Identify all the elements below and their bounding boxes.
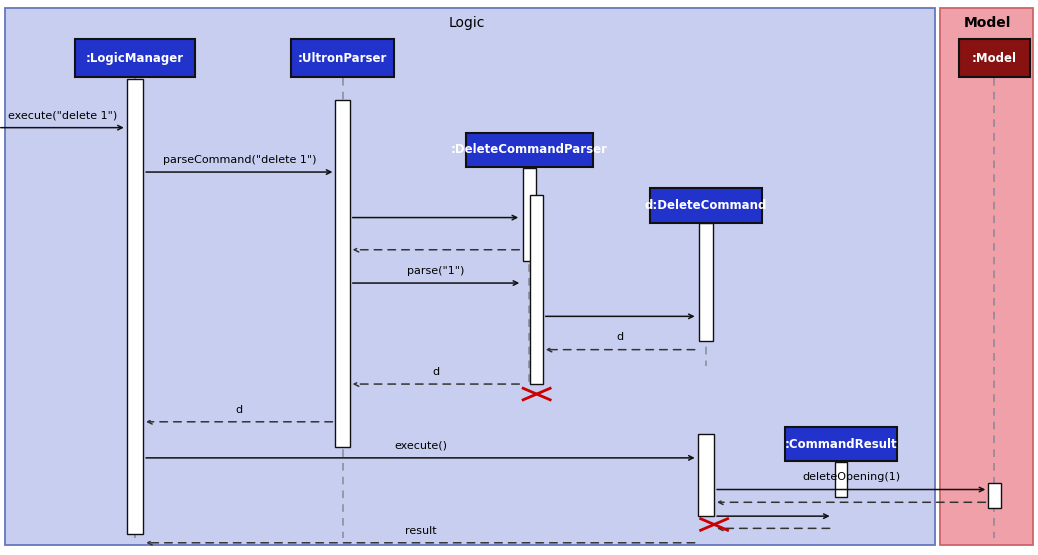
Bar <box>76 39 195 77</box>
Text: Model: Model <box>963 16 1011 29</box>
Text: :CommandResult: :CommandResult <box>785 437 897 451</box>
Text: :DeleteCommandParser: :DeleteCommandParser <box>450 143 608 157</box>
Bar <box>785 427 897 461</box>
Text: result: result <box>405 526 436 536</box>
Text: d:DeleteCommand: d:DeleteCommand <box>645 199 767 212</box>
Text: execute("delete 1"): execute("delete 1") <box>8 110 117 120</box>
Bar <box>700 223 713 341</box>
Text: :UltronParser: :UltronParser <box>298 52 387 65</box>
Text: parseCommand("delete 1"): parseCommand("delete 1") <box>163 155 316 165</box>
Text: Logic: Logic <box>448 16 486 29</box>
Bar <box>5 8 935 545</box>
Text: parse("1"): parse("1") <box>407 266 465 276</box>
Text: :Model: :Model <box>972 52 1017 65</box>
Bar <box>988 483 1001 508</box>
Bar <box>835 462 847 497</box>
Text: d: d <box>433 367 439 377</box>
Bar <box>127 79 143 534</box>
Bar <box>650 188 762 223</box>
Text: d: d <box>236 405 243 415</box>
Bar <box>530 195 544 384</box>
Bar <box>940 8 1033 545</box>
Bar <box>959 39 1030 77</box>
Bar <box>291 39 394 77</box>
Bar <box>335 100 350 447</box>
Text: :LogicManager: :LogicManager <box>86 52 184 65</box>
Text: deleteOpening(1): deleteOpening(1) <box>802 472 900 482</box>
Bar <box>466 133 593 167</box>
Bar <box>523 168 537 261</box>
Text: d: d <box>617 332 624 342</box>
Bar <box>698 434 714 516</box>
Text: execute(): execute() <box>393 441 447 451</box>
